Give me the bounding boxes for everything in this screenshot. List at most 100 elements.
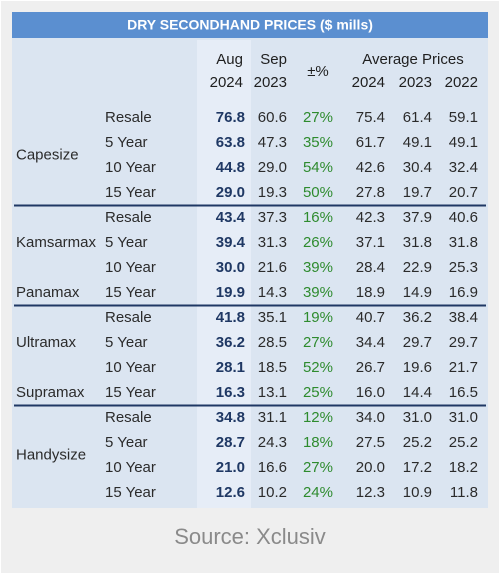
avg-2023-cell: 19.7	[403, 184, 432, 201]
aug-cell: 19.9	[216, 284, 245, 301]
avg-2022-cell: 20.7	[449, 184, 478, 201]
change-cell: 27%	[303, 334, 333, 351]
source: Source: Xclusiv	[174, 524, 326, 549]
aug-cell: 34.8	[216, 409, 245, 426]
change-cell: 54%	[303, 159, 333, 176]
avg-2023-cell: 37.9	[403, 209, 432, 226]
avg-2024-cell: 27.5	[356, 434, 385, 451]
sep-cell: 37.3	[258, 209, 287, 226]
vessel-label: Handysize	[16, 446, 86, 463]
change-cell: 39%	[303, 284, 333, 301]
aug-cell: 30.0	[216, 259, 245, 276]
avg-2024-cell: 75.4	[356, 109, 385, 126]
sep-cell: 18.5	[258, 359, 287, 376]
avg-2024-cell: 61.7	[356, 134, 385, 151]
avg-2024-cell: 27.8	[356, 184, 385, 201]
aug-cell: 63.8	[216, 134, 245, 151]
sep-cell: 60.6	[258, 109, 287, 126]
term-cell: 5 Year	[105, 234, 148, 251]
sep-cell: 16.6	[258, 459, 287, 476]
header-year: 2024	[352, 74, 385, 91]
avg-2022-cell: 38.4	[449, 309, 478, 326]
change-cell: 27%	[303, 459, 333, 476]
aug-cell: 29.0	[216, 184, 245, 201]
avg-2024-cell: 37.1	[356, 234, 385, 251]
aug-cell: 43.4	[216, 209, 246, 226]
avg-2022-cell: 31.0	[449, 409, 478, 426]
vessel-label: Supramax	[16, 384, 85, 401]
term-cell: 15 Year	[105, 284, 156, 301]
avg-2022-cell: 16.9	[449, 284, 478, 301]
avg-2022-cell: 11.8	[450, 484, 478, 501]
term-cell: Resale	[105, 409, 152, 426]
header-average: Average Prices	[362, 51, 463, 68]
sep-cell: 19.3	[258, 184, 287, 201]
change-cell: 39%	[303, 259, 333, 276]
avg-2022-cell: 16.5	[449, 384, 478, 401]
term-cell: 15 Year	[105, 384, 156, 401]
avg-2022-cell: 40.6	[449, 209, 478, 226]
aug-cell: 41.8	[216, 309, 245, 326]
header-sep: Sep	[260, 51, 287, 68]
avg-2023-cell: 10.9	[403, 484, 432, 501]
aug-cell: 76.8	[216, 109, 245, 126]
term-cell: 5 Year	[105, 434, 148, 451]
vessel-label: Kamsarmax	[16, 234, 97, 251]
avg-2024-cell: 34.0	[356, 409, 385, 426]
term-cell: 10 Year	[105, 159, 156, 176]
avg-2022-cell: 25.3	[449, 259, 478, 276]
change-cell: 24%	[303, 484, 333, 501]
sep-cell: 21.6	[258, 259, 287, 276]
aug-cell: 28.1	[216, 359, 245, 376]
sep-cell: 13.1	[258, 384, 287, 401]
sep-cell: 28.5	[258, 334, 287, 351]
vessel-label: Capesize	[16, 146, 79, 163]
avg-2023-cell: 25.2	[403, 434, 432, 451]
avg-2023-cell: 22.9	[403, 259, 432, 276]
term-cell: 10 Year	[105, 459, 156, 476]
change-cell: 35%	[303, 134, 333, 151]
header-aug: Aug	[216, 51, 243, 68]
avg-2022-cell: 21.7	[449, 359, 478, 376]
term-cell: Resale	[105, 109, 152, 126]
sep-cell: 31.1	[258, 409, 287, 426]
change-cell: 52%	[303, 359, 333, 376]
avg-2023-cell: 36.2	[403, 309, 432, 326]
aug-cell: 28.7	[216, 434, 245, 451]
sep-cell: 47.3	[258, 134, 287, 151]
term-cell: 5 Year	[105, 134, 148, 151]
avg-2024-cell: 42.6	[356, 159, 385, 176]
change-cell: 18%	[303, 434, 333, 451]
term-cell: 10 Year	[105, 259, 156, 276]
avg-2023-cell: 14.9	[403, 284, 432, 301]
avg-2022-cell: 25.2	[449, 434, 478, 451]
avg-2024-cell: 34.4	[356, 334, 385, 351]
aug-column	[197, 40, 251, 508]
avg-2022-cell: 29.7	[449, 334, 478, 351]
change-cell: 50%	[303, 184, 333, 201]
avg-2024-cell: 16.0	[356, 384, 385, 401]
change-cell: 27%	[303, 109, 333, 126]
avg-2023-cell: 31.8	[403, 234, 432, 251]
avg-2022-cell: 18.2	[449, 459, 478, 476]
aug-cell: 36.2	[216, 334, 245, 351]
avg-2023-cell: 29.7	[403, 334, 432, 351]
avg-2022-cell: 32.4	[449, 159, 478, 176]
change-cell: 19%	[303, 309, 333, 326]
header-sep-year: 2023	[254, 74, 287, 91]
avg-2022-cell: 31.8	[449, 234, 478, 251]
avg-2024-cell: 28.4	[356, 259, 385, 276]
aug-cell: 12.6	[216, 484, 245, 501]
sep-cell: 14.3	[258, 284, 287, 301]
term-cell: 10 Year	[105, 359, 156, 376]
avg-2023-cell: 30.4	[403, 159, 432, 176]
title: DRY SECONDHAND PRICES ($ mills)	[127, 17, 373, 33]
sep-cell: 35.1	[258, 309, 287, 326]
aug-cell: 21.0	[216, 459, 245, 476]
change-cell: 26%	[303, 234, 333, 251]
vessel-label: Ultramax	[16, 334, 77, 351]
change-cell: 12%	[303, 409, 333, 426]
avg-2024-cell: 12.3	[356, 484, 385, 501]
avg-2024-cell: 42.3	[356, 209, 385, 226]
